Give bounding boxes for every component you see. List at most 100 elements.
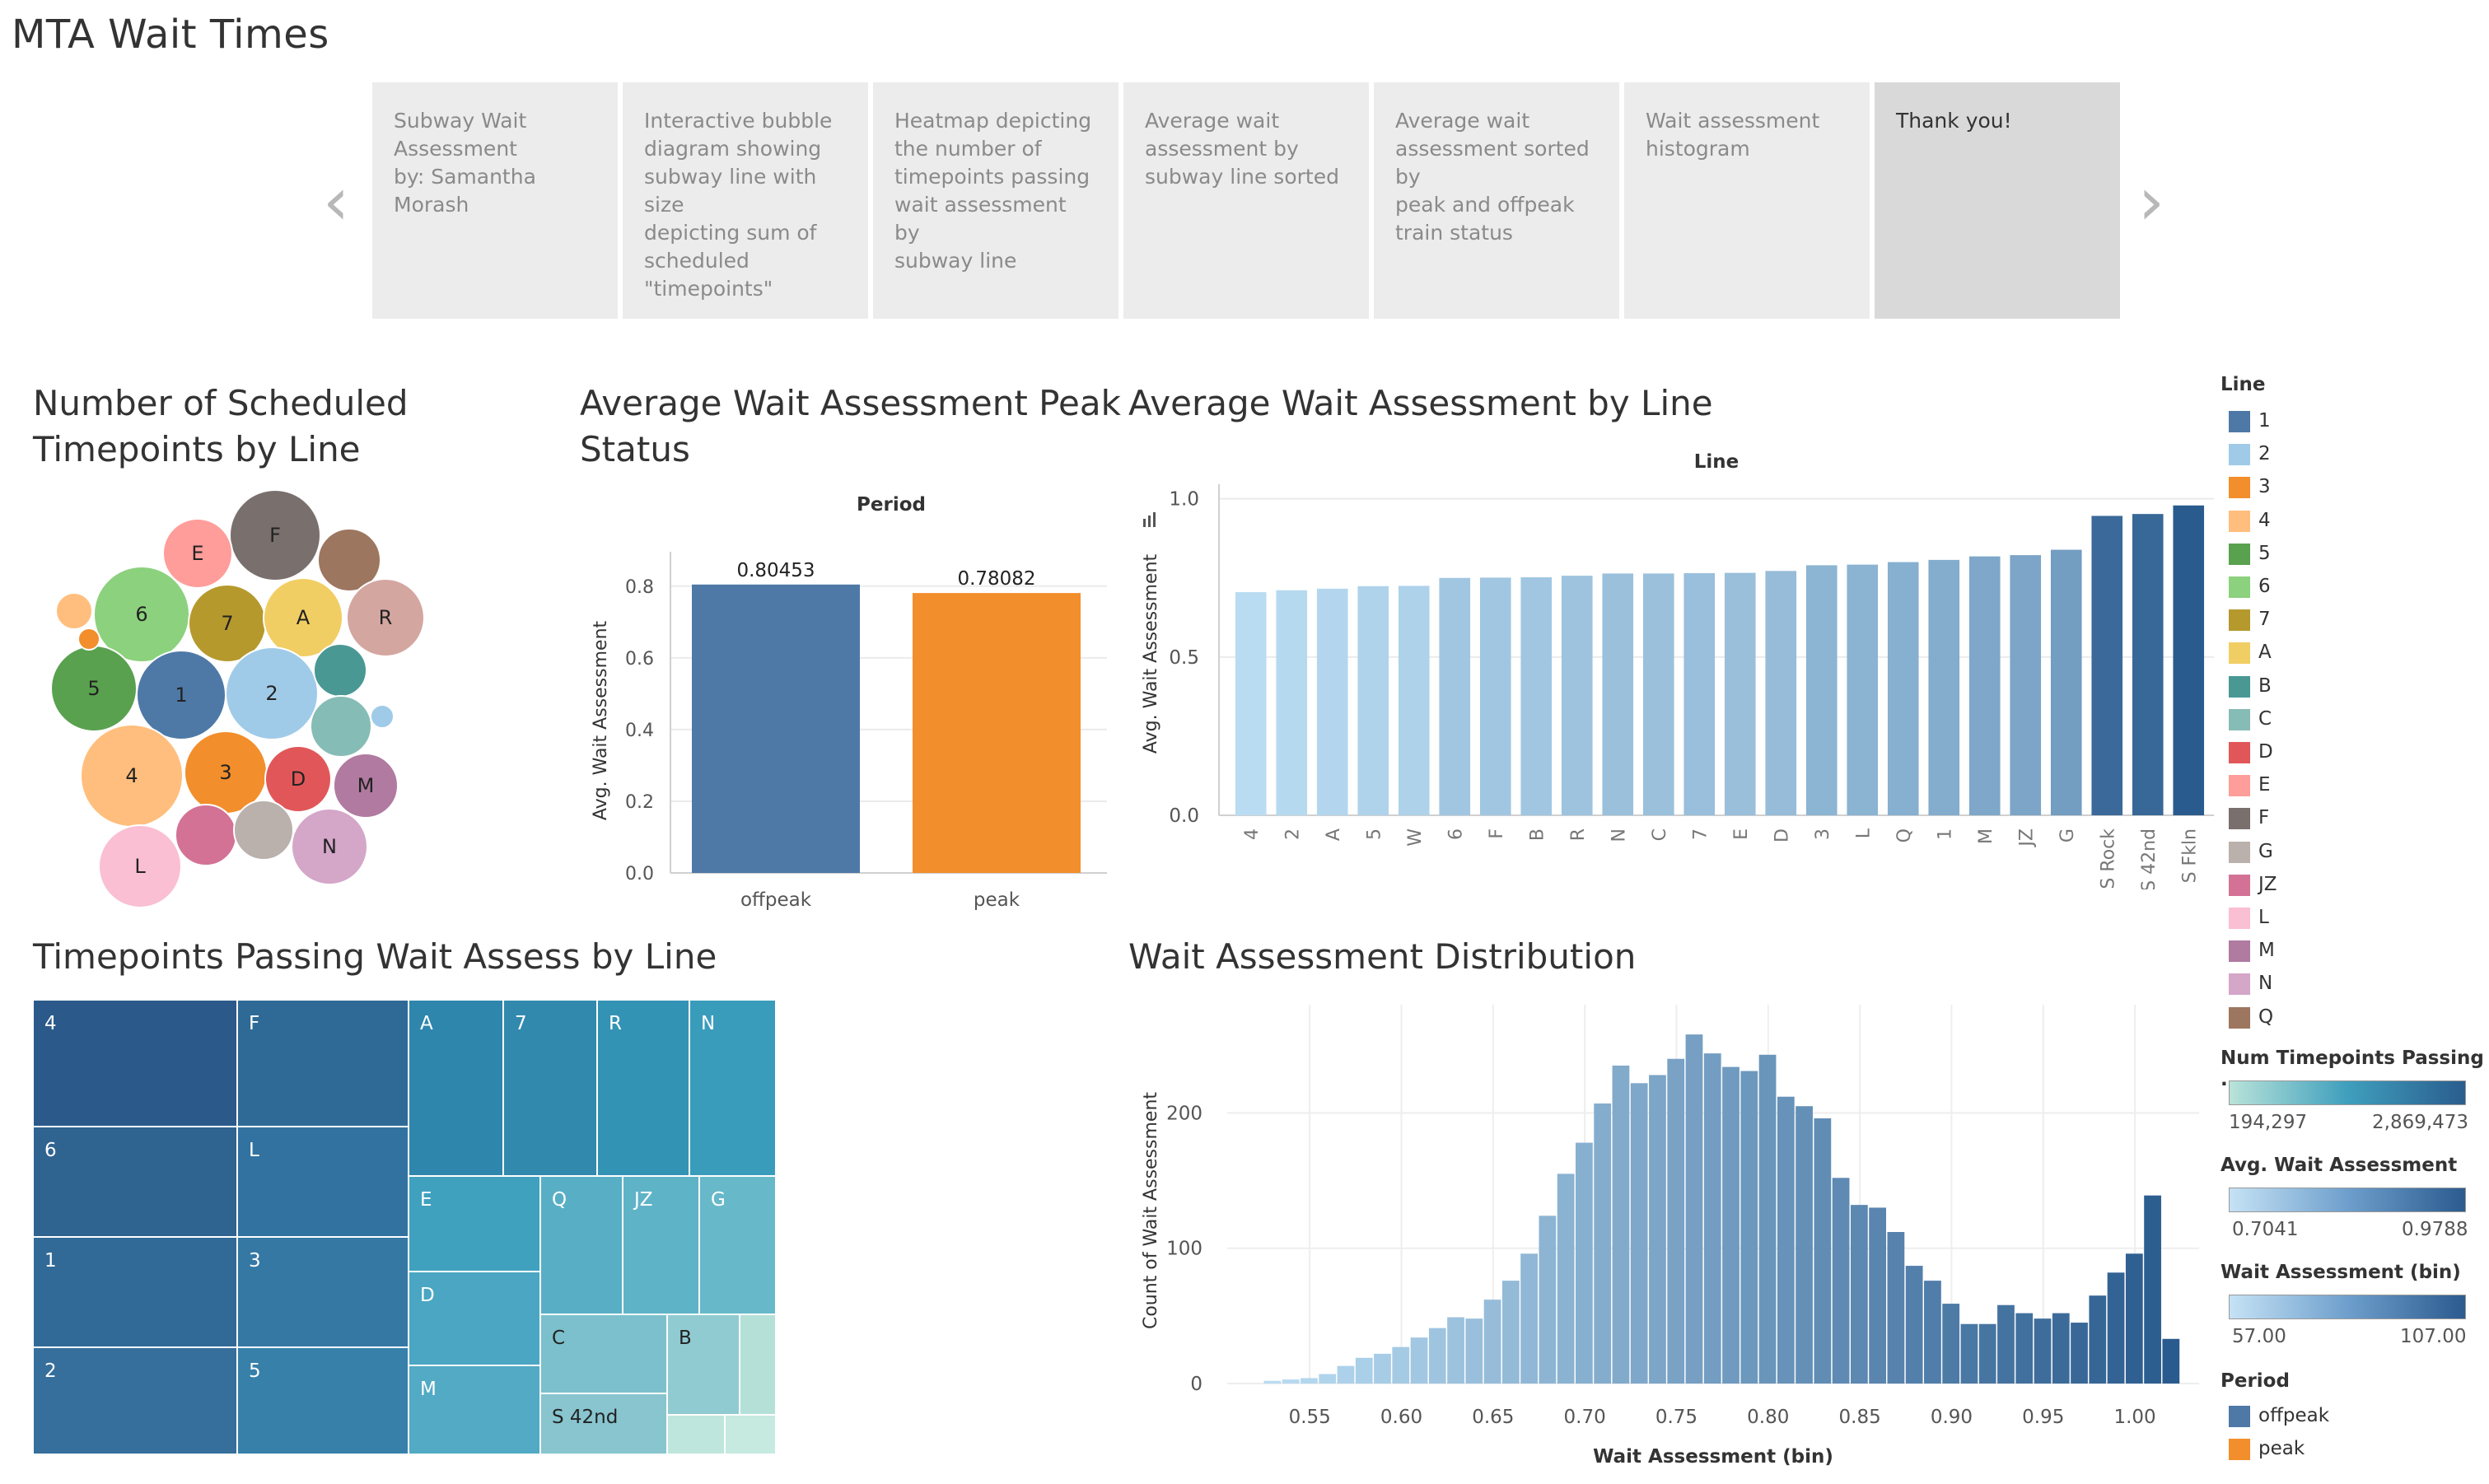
story-card-text: assessment by: [1145, 137, 1299, 161]
legend-swatch: [2229, 1439, 2250, 1460]
legend-swatch: [2229, 1406, 2250, 1427]
x-tick-label: 0.85: [1839, 1407, 1881, 1428]
story-card-text: histogram: [1646, 137, 1750, 161]
y-axis-label: Count of Wait Assessment: [1141, 1092, 1161, 1329]
x-tick-label: D: [1772, 828, 1792, 842]
story-card-text: timepoints passing: [894, 165, 1090, 189]
treemap-label: 6: [44, 1140, 57, 1161]
bubble-label: 3: [219, 761, 231, 784]
hist-bar: [1796, 1106, 1813, 1384]
treemap-cell-6: [33, 1126, 238, 1238]
treemap-title: Timepoints Passing Wait Assess by Line: [33, 936, 717, 977]
legend-label: 7: [2258, 609, 2271, 631]
treemap-cell-m: [408, 1365, 541, 1454]
sort-icon: [1148, 516, 1151, 527]
x-tick-label: 1.00: [2113, 1407, 2155, 1428]
hist-bar: [1576, 1142, 1593, 1384]
story-card-4[interactable]: Average wait assessment by subway line sor…: [1123, 82, 1372, 319]
hist-bar: [1410, 1337, 1428, 1384]
hist-bar: [1355, 1357, 1373, 1384]
story-card-text: Average wait: [1395, 109, 1530, 133]
hist-bar: [1465, 1318, 1483, 1384]
hist-bar: [1960, 1323, 1978, 1384]
hist-bar: [1594, 1103, 1612, 1384]
legend-label: 4: [2258, 509, 2271, 531]
story-card-3[interactable]: Heatmap depicting the number of timepoints…: [873, 82, 1122, 319]
treemap-label: 3: [249, 1250, 261, 1272]
sort-icon: [1153, 512, 1156, 527]
hist-bar: [2034, 1318, 2052, 1384]
wait-bin-gradient: [2229, 1295, 2466, 1319]
legend-swatch: [2229, 477, 2250, 499]
x-tick-label: C: [1650, 828, 1670, 841]
bubble-chart: F E 6 7 A R 5 1 2 4 3 D M N L: [50, 489, 425, 908]
bubble-2: [225, 646, 319, 740]
legend-swatch: [2229, 609, 2250, 632]
bar-line-g: [2050, 549, 2082, 815]
bubble-small: [370, 704, 395, 729]
treemap-cell-c: [539, 1314, 668, 1394]
story-card-text: assessment sorted by: [1395, 137, 1590, 189]
story-card-2[interactable]: Interactive bubble diagram showing subway …: [623, 82, 871, 319]
bar-line-1: [1928, 559, 1960, 815]
treemap-cell-5: [236, 1346, 409, 1454]
story-card-1[interactable]: Subway Wait Assessment by: Samantha Morash: [372, 82, 621, 319]
story-card-6[interactable]: Wait assessment histogram: [1624, 82, 1873, 319]
x-tick-label: R: [1568, 828, 1589, 841]
x-tick-label: 1: [1935, 828, 1955, 840]
x-tick-label: 7: [1690, 828, 1711, 840]
bubble-label: 6: [135, 603, 147, 626]
hist-bar: [1667, 1058, 1685, 1384]
bar-line-6: [1439, 577, 1471, 815]
treemap-label: 7: [515, 1013, 527, 1034]
treemap-cell-7: [502, 1000, 598, 1177]
bubble-label: 5: [87, 677, 100, 700]
hist-bar: [1428, 1328, 1446, 1384]
x-tick-label: 3: [1813, 828, 1833, 840]
hist-bar: [1869, 1207, 1887, 1384]
legend-label: M: [2258, 940, 2275, 962]
histogram-title: Wait Assessment Distribution: [1128, 936, 1637, 977]
x-tick-label: 0.70: [1564, 1407, 1606, 1428]
bubble-n: [291, 808, 368, 885]
story-card-5[interactable]: Average wait assessment sorted by peak and…: [1374, 82, 1623, 319]
treemap-cell-s-42nd: [539, 1393, 668, 1454]
chevron-left-icon[interactable]: ‹: [323, 163, 349, 240]
hist-bar: [1649, 1075, 1666, 1384]
treemap-label: M: [420, 1379, 437, 1400]
legend-label: D: [2258, 741, 2273, 763]
story-card-text: Wait assessment: [1646, 109, 1820, 133]
legend-swatch: [2229, 708, 2250, 730]
avg-wait-min: 0.7041: [2232, 1219, 2299, 1240]
bubble-q: [317, 528, 381, 592]
x-tick-label: B: [1527, 828, 1548, 841]
bubble-label: 4: [125, 764, 138, 787]
x-tick-label: F: [1487, 828, 1507, 839]
treemap-label: C: [552, 1328, 565, 1349]
legend-label: peak: [2258, 1438, 2305, 1459]
treemap-cell-b: [666, 1314, 740, 1416]
story-card-text: subway line: [894, 249, 1017, 273]
bar-line-n: [1602, 573, 1634, 815]
hist-bar: [2015, 1313, 2034, 1384]
story-card-text: Interactive bubble: [644, 109, 833, 133]
legend-label: 6: [2258, 576, 2271, 597]
story-card-text: Thank you!: [1896, 109, 2012, 133]
treemap-cell-f: [236, 1000, 409, 1127]
story-card-text: Heatmap depicting: [894, 109, 1092, 133]
y-axis-label: Avg. Wait Assessment: [1141, 554, 1161, 754]
chevron-right-icon[interactable]: ›: [2138, 163, 2164, 240]
avg-wait-gradient: [2229, 1188, 2466, 1212]
legend-label: B: [2258, 674, 2272, 697]
legend-swatch: [2229, 775, 2250, 797]
bar-line-q: [1887, 562, 1919, 815]
bubble-label: L: [134, 855, 146, 878]
treemap-chart: 4 F A 7 R N 6 L E Q JZ G 1 3 D C B 2 5 M S 42nd: [33, 1000, 776, 1454]
treemap-label: G: [711, 1189, 726, 1211]
legend-swatch: [2229, 742, 2250, 763]
legend-swatch: [2229, 642, 2250, 665]
story-card-7[interactable]: Thank you!: [1875, 82, 2123, 319]
hist-bar: [1850, 1205, 1868, 1384]
legend-label: L: [2258, 907, 2269, 928]
line-header: Line: [1694, 451, 1739, 473]
